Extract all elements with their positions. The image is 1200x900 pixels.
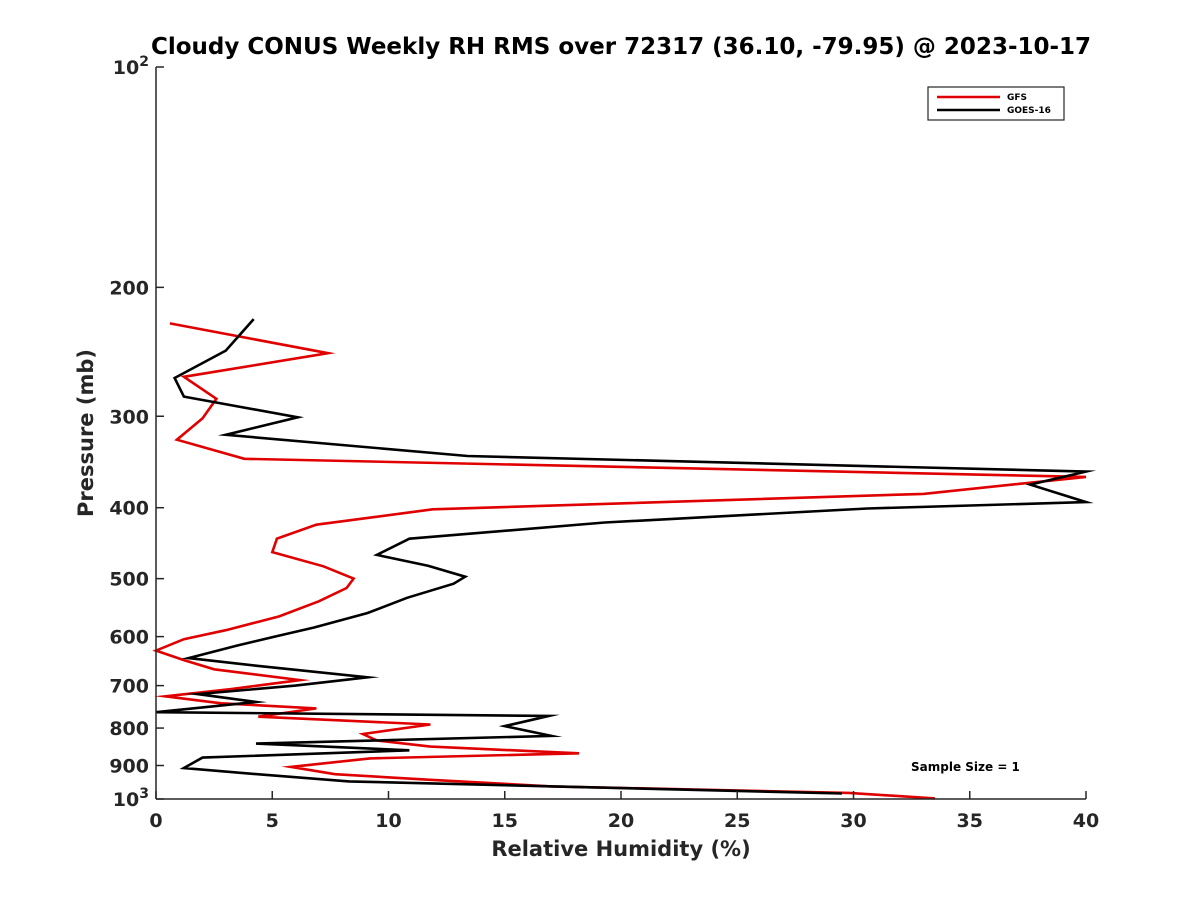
x-tick-label: 20 xyxy=(608,810,634,832)
plot-background xyxy=(156,67,1086,799)
legend-box xyxy=(927,86,1065,121)
x-tick-label: 10 xyxy=(375,810,401,832)
legend-label-gfs: GFS xyxy=(1007,93,1027,103)
y-tick-label: 103 xyxy=(113,786,149,811)
x-tick-label: 15 xyxy=(492,810,518,832)
x-tick-label: 5 xyxy=(266,810,279,832)
y-tick-exponent: 2 xyxy=(139,54,149,70)
legend-label-goes16: GOES-16 xyxy=(1007,106,1051,116)
y-tick-label: 102 xyxy=(113,54,149,79)
y-tick-base: 10 xyxy=(113,57,139,79)
y-tick-label: 600 xyxy=(109,627,149,649)
y-tick-label: 200 xyxy=(109,277,149,299)
x-ticks: 0 5 10 15 20 25 30 35 40 xyxy=(149,791,1099,832)
y-tick-label: 300 xyxy=(109,406,149,428)
series-line-goes16 xyxy=(155,318,1097,795)
y-tick-exponent: 3 xyxy=(139,786,149,802)
y-tick-label: 400 xyxy=(109,498,149,520)
y-tick-label: 500 xyxy=(109,569,149,591)
y-tick-label: 800 xyxy=(109,718,149,740)
legend: GFS GOES-16 xyxy=(927,86,1065,121)
x-tick-label: 35 xyxy=(957,810,983,832)
y-tick-label: 700 xyxy=(109,676,149,698)
x-axis-label: Relative Humidity (%) xyxy=(491,837,750,861)
x-tick-label: 30 xyxy=(840,810,866,832)
x-tick-label: 40 xyxy=(1073,810,1099,832)
y-axis-label: Pressure (mb) xyxy=(74,349,98,517)
x-tick-label: 0 xyxy=(149,810,162,832)
y-tick-base: 10 xyxy=(113,789,139,811)
plot-area xyxy=(156,67,1086,799)
chart-title: Cloudy CONUS Weekly RH RMS over 72317 (3… xyxy=(151,34,1091,60)
x-tick-label: 25 xyxy=(724,810,750,832)
y-tick-label: 900 xyxy=(109,756,149,778)
sample-size-annotation: Sample Size = 1 xyxy=(911,760,1020,774)
